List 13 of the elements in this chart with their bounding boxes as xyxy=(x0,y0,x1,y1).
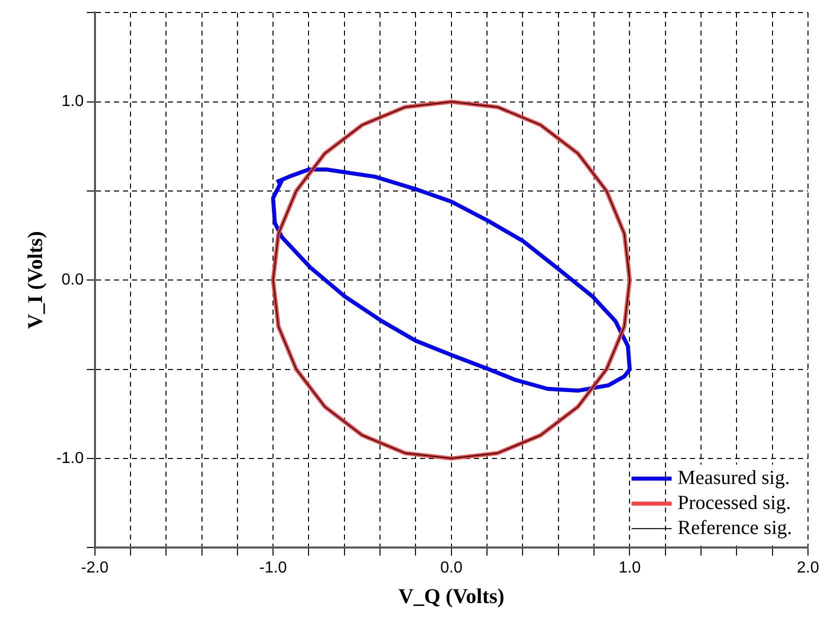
y-tick-label: 1.0 xyxy=(62,93,84,110)
y-axis-title: V_I (Volts) xyxy=(23,231,48,330)
x-tick-label: 2.0 xyxy=(796,560,820,577)
x-axis-title: V_Q (Volts) xyxy=(398,584,504,608)
y-tick-label: 0.0 xyxy=(62,272,84,289)
legend-label: Processed sig. xyxy=(678,492,791,514)
x-tick-label: -1.0 xyxy=(259,560,287,577)
x-tick-label: -2.0 xyxy=(80,560,109,577)
y-tick-label: -1.0 xyxy=(56,450,84,467)
x-tick-label: 1.0 xyxy=(618,560,641,577)
legend-label: Reference sig. xyxy=(678,516,792,539)
legend-label: Measured sig. xyxy=(678,466,790,489)
x-tick-label: 0.0 xyxy=(440,560,463,577)
